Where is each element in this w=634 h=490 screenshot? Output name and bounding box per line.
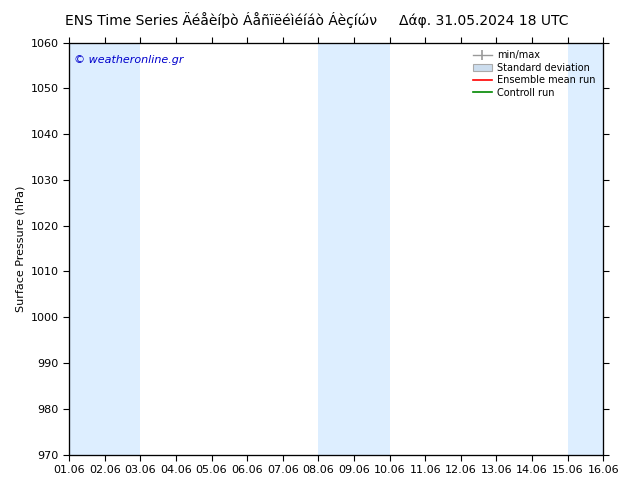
Bar <box>318 43 389 455</box>
Legend: min/max, Standard deviation, Ensemble mean run, Controll run: min/max, Standard deviation, Ensemble me… <box>470 48 598 100</box>
Text: ENS Time Series Äéåèíþò Áåñïëéìéíáò Áèçíών     Δάφ. 31.05.2024 18 UTC: ENS Time Series Äéåèíþò Áåñïëéìéíáò Áèçí… <box>65 12 569 28</box>
Bar <box>567 43 603 455</box>
Text: © weatheronline.gr: © weatheronline.gr <box>74 55 184 65</box>
Y-axis label: Surface Pressure (hPa): Surface Pressure (hPa) <box>15 185 25 312</box>
Bar <box>69 43 140 455</box>
